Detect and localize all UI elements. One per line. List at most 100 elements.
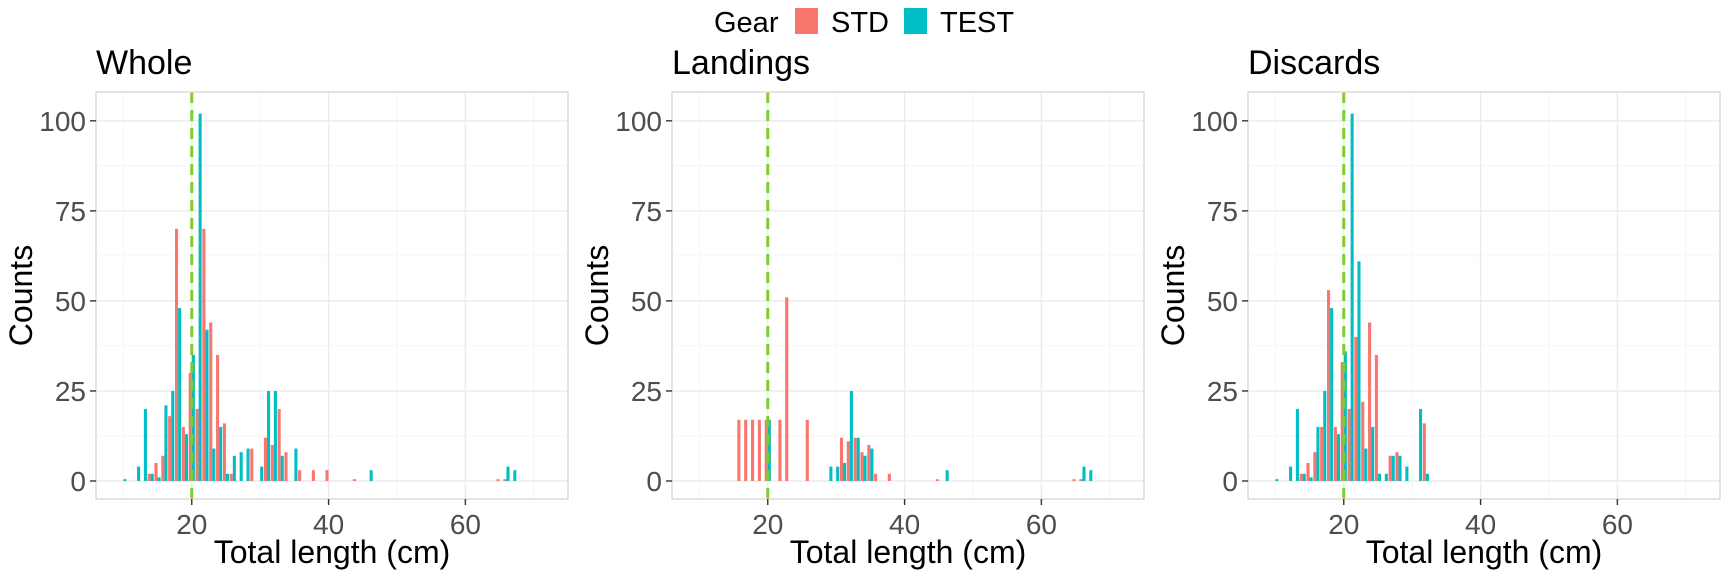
bar-test [1275,479,1279,481]
bar-std [161,455,165,481]
panel-border [95,91,569,500]
bar-test [829,466,833,481]
bar-std [311,470,315,481]
bar-test [273,390,277,481]
bar-std [1299,473,1303,481]
bar-std [737,419,741,481]
y-tick-label: 50 [1207,286,1238,317]
bar-test [513,470,517,481]
y-tick-label: 100 [615,106,662,137]
bar-std [1306,462,1310,481]
bar-test [1350,113,1354,481]
bar-test [1425,473,1429,481]
bar-std [1361,401,1365,481]
bar-std [1333,426,1337,481]
x-tick-label: 40 [1465,509,1496,540]
x-tick-label: 20 [176,509,207,540]
bar-std [867,444,871,481]
bar-std [175,228,179,481]
bar-std [751,419,755,481]
legend-key-test [904,8,927,34]
bar-test [164,405,168,481]
bar-test [1316,426,1320,481]
panel-landings: 20 40 60 0 25 50 75 100 Landings Total length (cm… [579,44,1145,570]
bar-std [860,452,864,481]
bar-test [1343,351,1347,481]
bar-test [1391,455,1395,481]
bar-std [1079,479,1083,481]
bar-test [232,455,236,481]
bar-test [843,462,847,481]
bar-test [1398,455,1402,481]
bar-std [496,479,500,481]
bar-test [849,390,853,481]
x-axis-title: Total length (cm) [1366,534,1603,570]
bar-test [184,434,189,481]
bar-test [1302,473,1306,481]
bar-test [1357,261,1361,481]
bar-std [874,473,878,481]
x-tick-label: 40 [313,509,344,540]
panel-title: Discards [1248,44,1380,82]
bar-std [352,479,356,481]
bar-std [1072,479,1076,481]
bar-std [1327,290,1331,481]
panel-border [671,91,1145,500]
bar-std [277,408,281,481]
x-tick-label: 20 [1328,509,1359,540]
bar-std [846,441,850,481]
bar-test [1082,466,1086,481]
bar-test [945,470,949,481]
bar-test [1419,408,1423,481]
bar-test [1295,408,1299,481]
bar-test [836,466,840,481]
x-tick-label: 60 [450,509,481,540]
y-tick-label: 50 [631,286,662,317]
bar-test [205,329,209,481]
bar-std [209,322,213,481]
bar-std [250,448,254,481]
y-tick-label: 0 [1222,466,1238,497]
bar-test [191,354,195,481]
bar-std [744,419,748,481]
bar-test [137,466,141,481]
x-tick-label: 60 [1602,509,1633,540]
bar-test [870,448,874,481]
y-tick-label: 75 [631,196,662,227]
legend: Gear STD TEST [714,7,1014,39]
bar-std [1388,455,1392,481]
y-tick-label: 0 [70,466,86,497]
y-axis-title: Counts [1155,245,1191,346]
bar-test [178,308,182,481]
bar-std [1368,322,1372,481]
y-tick-label: 50 [55,286,86,317]
bar-std [195,408,199,481]
bar-std [325,470,329,481]
bar-test [1323,390,1327,481]
bar-test [171,390,175,481]
x-axis-title: Total length (cm) [790,534,1027,570]
bar-test [1377,473,1382,481]
y-tick-label: 25 [631,376,662,407]
legend-label-std: STD [831,7,889,39]
bar-test [1309,477,1313,481]
bar-std [785,297,789,481]
bar-std [147,473,151,481]
bar-test [280,455,284,481]
y-tick-label: 75 [55,196,86,227]
bar-std [757,419,761,481]
bar-std [805,419,809,481]
bar-std [1347,408,1351,481]
bar-std [229,473,233,481]
bar-test [198,113,202,481]
bar-test [1405,466,1409,481]
bar-test [157,477,161,481]
bar-std [1320,426,1324,481]
bar-std [839,437,844,481]
bar-std [298,470,302,481]
bar-std [887,473,891,481]
x-axis-title: Total length (cm) [214,534,451,570]
bar-test [294,448,298,481]
bar-test [1364,448,1368,481]
